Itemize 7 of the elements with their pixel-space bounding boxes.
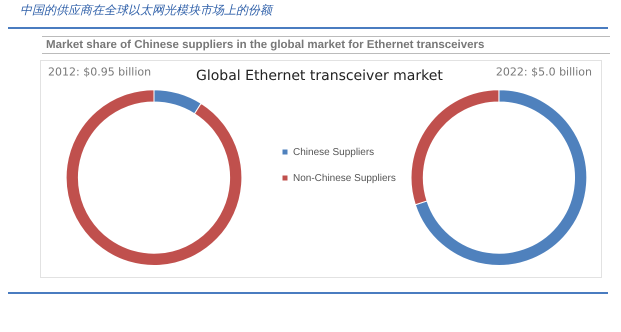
text: 中国的供应商在全球以太网光模块市场上的份额 — [20, 2, 272, 19]
text: Global Ethernet transceiver market — [196, 68, 443, 84]
legend-label: Chinese Suppliers — [293, 146, 374, 158]
legend-label: Non-Chinese Suppliers — [293, 172, 396, 184]
text: Market share of Chinese suppliers in the global market for Ethernet transceivers — [42, 36, 610, 54]
chart-title: 2012: $0.95 billion — [48, 65, 152, 78]
chart-title: 2022: $5.0 billion — [496, 65, 592, 78]
